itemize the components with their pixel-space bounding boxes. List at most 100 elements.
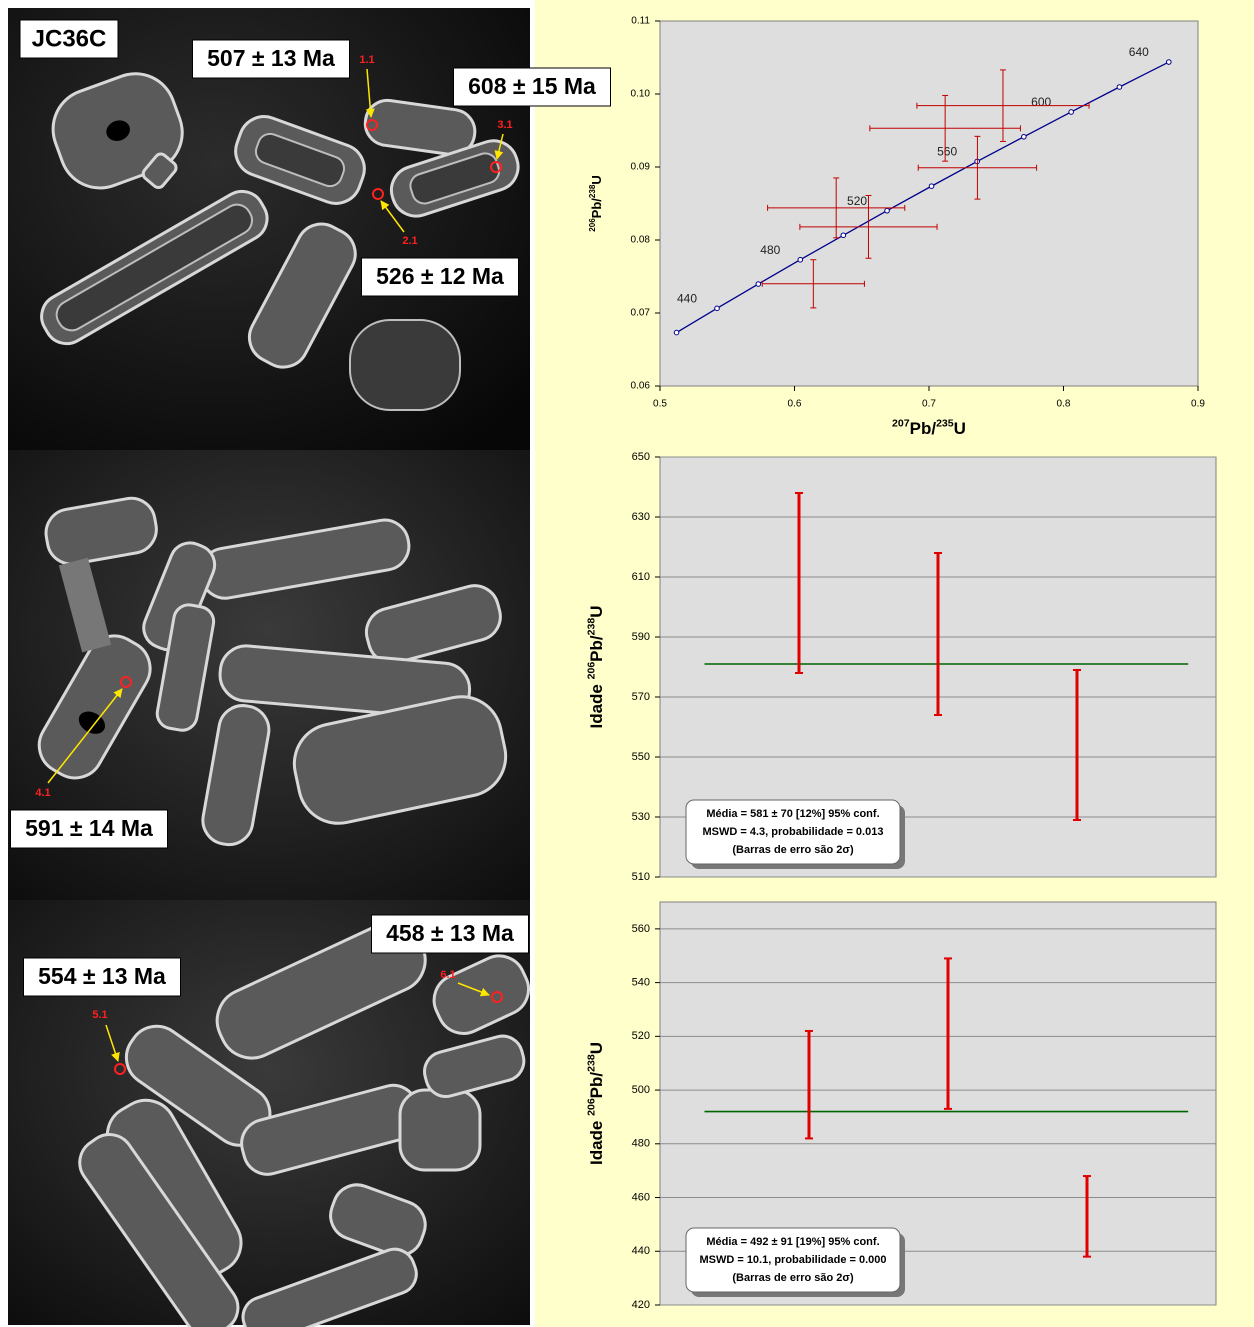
x-axis-label: 207Pb/235U <box>892 417 966 438</box>
spot-arrow <box>105 1024 120 1062</box>
spot-arrow <box>380 200 405 233</box>
concordia-marker <box>673 329 680 336</box>
age-label-box <box>453 67 611 107</box>
spot-arrow <box>47 688 123 784</box>
concordia-marker <box>755 281 762 287</box>
age-tick-label: 480 <box>760 243 780 257</box>
stats-text: MSWD = 4.3, probabilidade = 0.013 <box>703 826 884 838</box>
spot-label: 1.1 <box>359 54 374 66</box>
sample-label-box <box>19 19 119 59</box>
concordia-marker <box>928 183 935 189</box>
stats-text: Média = 581 ± 70 [12%] 95% conf. <box>706 808 879 820</box>
y-tick-label: 0.10 <box>631 89 651 100</box>
x-tick-label: 0.9 <box>1191 399 1205 410</box>
age-label: 526 ± 12 Ma <box>376 263 504 289</box>
cl-image <box>8 8 531 1327</box>
y-tick-label: 510 <box>632 871 650 883</box>
label-part: U <box>587 1042 606 1054</box>
label-superscript: 238 <box>585 1054 597 1072</box>
spot-label: 2.1 <box>402 235 417 247</box>
analysis-spot <box>491 991 503 1003</box>
label-superscript: 206 <box>585 662 597 680</box>
x-tick-label: 0.8 <box>1057 399 1071 410</box>
concordia-curve <box>676 61 1170 334</box>
label-part: U <box>954 419 966 438</box>
age-label-box <box>371 914 529 954</box>
y-tick-label: 520 <box>632 1030 650 1042</box>
age-label-box <box>23 957 181 997</box>
age-label: 458 ± 13 Ma <box>386 920 514 946</box>
sample-label: JC36C <box>32 25 107 52</box>
y-tick-label: 610 <box>632 571 650 583</box>
concordia-marker <box>1068 109 1074 115</box>
y-tick-label: 480 <box>632 1138 650 1150</box>
label-superscript: 206 <box>588 218 597 232</box>
analysis-spot <box>366 119 378 131</box>
label-superscript: 206 <box>585 1098 597 1116</box>
analysis-spot <box>372 188 384 200</box>
y-tick-label: 630 <box>632 511 650 523</box>
spot-label: 3.1 <box>497 119 512 131</box>
label-superscript: 238 <box>588 184 597 198</box>
stats-box <box>685 799 901 865</box>
concordia-marker <box>797 256 804 263</box>
age-label: 608 ± 15 Ma <box>468 73 596 99</box>
spot-label: 6.1 <box>440 969 455 981</box>
age-tick-label: 640 <box>1129 45 1149 59</box>
y-axis-label: Idade 206Pb/238U <box>585 605 606 728</box>
age-tick-label: 600 <box>1031 95 1051 109</box>
y-tick-label: 0.08 <box>631 235 651 246</box>
stats-text: Média = 492 ± 91 [19%] 95% conf. <box>706 1236 879 1248</box>
age-tick-label: 440 <box>677 291 697 305</box>
plot-area <box>659 20 1199 387</box>
spot-arrow <box>365 68 375 118</box>
y-tick-label: 440 <box>632 1245 650 1257</box>
concordia-marker <box>1116 84 1123 90</box>
label-part: U <box>589 175 604 184</box>
label-part: Pb/ <box>589 198 604 219</box>
label-part: Pb/ <box>587 1072 606 1099</box>
age-label: 507 ± 13 Ma <box>207 45 335 71</box>
y-tick-label: 0.11 <box>631 16 650 27</box>
age-label: 591 ± 14 Ma <box>25 815 153 841</box>
stats-text: MSWD = 10.1, probabilidade = 0.000 <box>699 1254 886 1266</box>
age-label-box <box>192 39 350 79</box>
x-tick-label: 0.7 <box>922 399 936 410</box>
y-tick-label: 590 <box>632 631 650 643</box>
stats-box <box>685 1227 901 1293</box>
y-tick-label: 560 <box>632 923 650 935</box>
y-tick-label: 530 <box>632 811 650 823</box>
analysis-spot <box>114 1063 126 1075</box>
label-superscript: 207 <box>892 417 910 429</box>
label-part: Pb/ <box>910 419 937 438</box>
y-tick-label: 0.09 <box>631 162 651 173</box>
label-part: Pb/ <box>587 635 606 662</box>
y-tick-label: 460 <box>632 1191 650 1203</box>
age-label-box <box>10 809 168 849</box>
concordia-marker <box>884 207 890 214</box>
spot-arrow <box>457 982 490 997</box>
label-part: Idade <box>587 679 606 728</box>
concordia-marker <box>840 232 847 239</box>
analysis-spot <box>490 161 502 173</box>
x-tick-label: 0.6 <box>788 399 802 410</box>
age-label: 554 ± 13 Ma <box>38 963 166 989</box>
y-tick-label: 540 <box>632 977 650 989</box>
concordia-marker <box>714 305 720 312</box>
label-superscript: 235 <box>936 417 954 429</box>
age-label-box <box>361 257 519 297</box>
label-part: U <box>587 605 606 617</box>
analysis-spot <box>120 676 132 688</box>
y-axis-label: 206Pb/238U <box>588 175 604 232</box>
y-tick-label: 0.07 <box>631 308 651 319</box>
concordia-marker <box>1021 133 1027 140</box>
spot-label: 5.1 <box>92 1009 107 1021</box>
spot-label: 4.1 <box>35 787 50 799</box>
stats-text: (Barras de erro são 2σ) <box>732 844 854 856</box>
y-tick-label: 550 <box>632 751 650 763</box>
label-part: Idade <box>587 1116 606 1165</box>
spot-arrow <box>494 133 504 160</box>
x-tick-label: 0.5 <box>653 399 667 410</box>
age-tick-label: 560 <box>937 145 957 159</box>
